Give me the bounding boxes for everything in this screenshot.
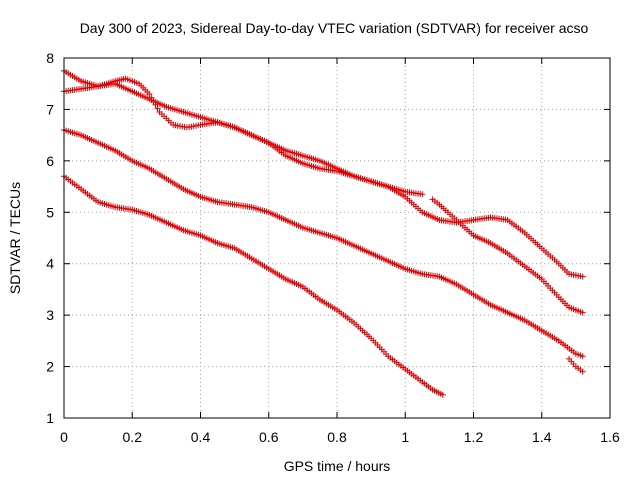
data-point	[579, 309, 586, 316]
x-tick-label: 1.2	[464, 429, 484, 445]
y-tick-label: 3	[46, 307, 54, 323]
x-tick-label: 1.4	[532, 429, 552, 445]
data-point	[154, 105, 161, 112]
data-point	[579, 368, 586, 375]
data-point	[152, 101, 159, 108]
axis-ticks	[63, 57, 611, 419]
x-axis-label: GPS time / hours	[284, 458, 391, 474]
data-point	[579, 353, 586, 360]
y-tick-label: 7	[46, 101, 54, 117]
data-point	[579, 273, 586, 280]
x-tick-label: 1	[401, 429, 409, 445]
series-satellite-b	[61, 75, 586, 280]
x-tick-label: 0.8	[327, 429, 347, 445]
chart-title: Day 300 of 2023, Sidereal Day-to-day VTE…	[80, 20, 589, 36]
data-point	[419, 191, 426, 198]
data-point	[148, 94, 155, 101]
data-point	[150, 98, 157, 105]
y-tick-label: 8	[46, 50, 54, 66]
series-satellite-e	[429, 196, 586, 316]
data-point	[146, 91, 153, 97]
y-tick-label: 5	[46, 204, 54, 220]
y-tick-label: 2	[46, 359, 54, 375]
x-tick-label: 0.2	[123, 429, 143, 445]
y-axis-label: SDTVAR / TECUs	[7, 182, 23, 294]
x-tick-label: 0.6	[259, 429, 279, 445]
x-tick-label: 0	[60, 429, 68, 445]
y-tick-label: 1	[46, 410, 54, 426]
series-satellite-f	[566, 355, 586, 375]
x-tick-label: 0.4	[191, 429, 211, 445]
data-points	[61, 67, 586, 398]
y-tick-label: 4	[46, 256, 54, 272]
series-satellite-d	[61, 173, 446, 398]
series-satellite-c	[61, 127, 586, 360]
data-point	[439, 391, 446, 398]
axis-tick-labels: 0 0.2 0.4 0.6 0.8 1 1.2 1.4 1.6 1 2 3 4 5 6 7 8	[46, 50, 620, 445]
x-tick-label: 1.6	[600, 429, 620, 445]
y-tick-label: 6	[46, 153, 54, 169]
